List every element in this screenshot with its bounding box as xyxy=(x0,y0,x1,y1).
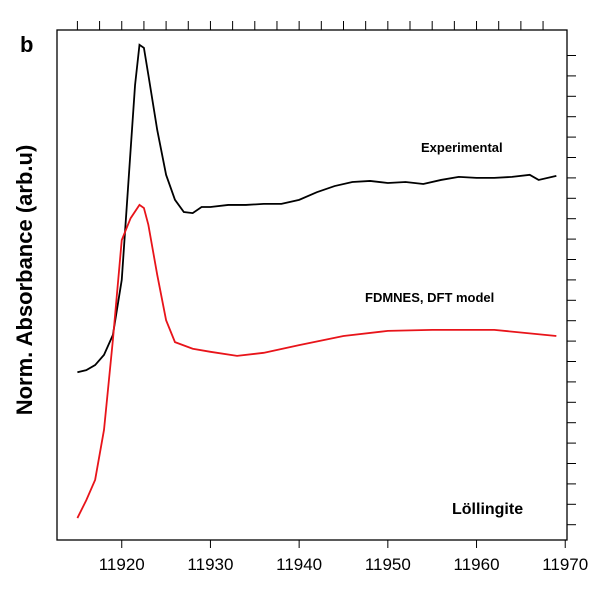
annotation: Experimental xyxy=(421,140,503,155)
line-series xyxy=(76,203,557,519)
x-tick-label: 11960 xyxy=(454,555,500,574)
panel-label: b xyxy=(20,32,33,57)
annotation: Löllingite xyxy=(452,501,523,518)
x-tick-label: 11970 xyxy=(542,555,588,574)
y-axis-label: Norm. Absorbance (arb.u) xyxy=(12,145,37,416)
annotation: FDMNES, DFT model xyxy=(365,290,494,305)
x-tick-label: 11950 xyxy=(365,555,411,574)
x-tick-label: 11940 xyxy=(276,555,322,574)
x-tick-label: 11920 xyxy=(99,555,145,574)
x-tick-label: 11930 xyxy=(187,555,233,574)
plot-frame xyxy=(56,29,568,541)
line-series xyxy=(77,43,557,374)
